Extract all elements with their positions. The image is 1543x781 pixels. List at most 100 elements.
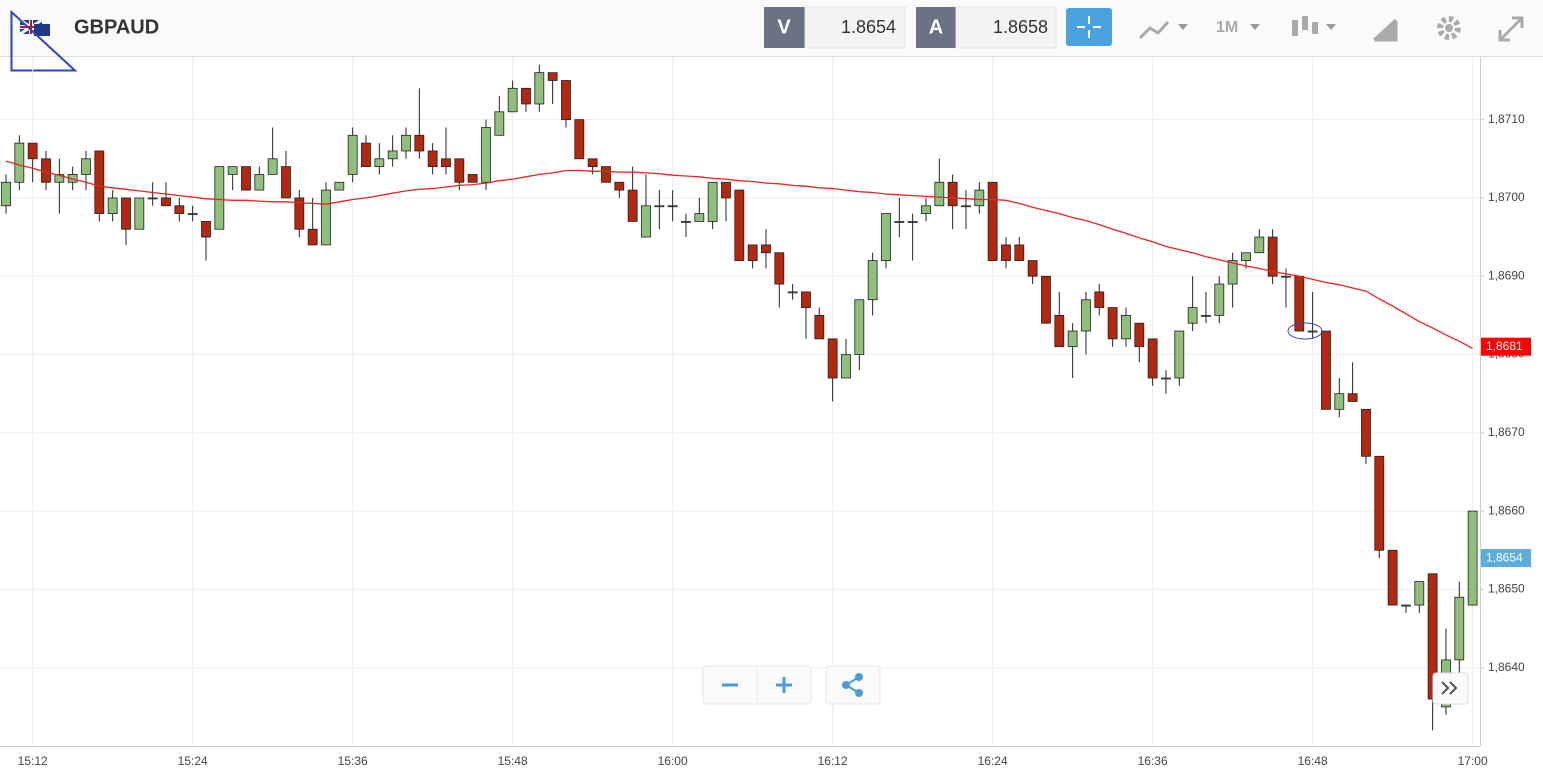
- candle-body: [947, 181, 958, 207]
- candle-body: [1121, 314, 1131, 340]
- candle-body: [707, 181, 718, 222]
- price-tag-label: 1,8681: [1486, 339, 1523, 353]
- x-tick-label: 16:24: [978, 754, 1008, 768]
- x-tick-label: 16:12: [818, 754, 848, 768]
- candle-body: [1014, 244, 1025, 261]
- candle-body: [1174, 330, 1185, 379]
- zoom-in[interactable]: [776, 677, 792, 693]
- candle-body: [467, 174, 478, 183]
- candle-body: [481, 127, 491, 183]
- candle-body: [1387, 549, 1398, 606]
- candle-body: [547, 72, 558, 81]
- settings-icon[interactable]: [1437, 16, 1461, 40]
- symbol: GBPAUD: [74, 16, 159, 38]
- candle-body: [987, 181, 998, 261]
- draw-icon[interactable]: [1372, 18, 1398, 42]
- candle-body: [747, 244, 758, 261]
- candle-body: [1281, 275, 1291, 278]
- moving-average: [5, 160, 1473, 349]
- chart-type-icon[interactable]: [1138, 20, 1170, 40]
- interval[interactable]: 1M: [1216, 19, 1238, 36]
- candle-body: [321, 189, 331, 246]
- candle-body: [281, 166, 291, 199]
- candle-body: [134, 197, 145, 230]
- candle-body: [294, 197, 305, 230]
- candle-body: [147, 197, 158, 200]
- candle-body: [1347, 393, 1358, 402]
- candle-body: [441, 158, 451, 168]
- candle-body: [414, 134, 425, 152]
- drawing-triangle: [10, 9, 78, 72]
- candle-body: [27, 142, 38, 160]
- candle-body: [761, 244, 771, 254]
- candle-body: [641, 205, 651, 238]
- candle-body: [401, 134, 411, 152]
- candle-body: [1334, 393, 1345, 410]
- dropdown-arrow: [1250, 24, 1260, 30]
- crosshair-icon: [1077, 16, 1101, 38]
- candle-body: [574, 119, 585, 160]
- y-tick-label: 1,8660: [1488, 503, 1525, 517]
- bid-price: 1.8654: [841, 17, 896, 37]
- candle-body: [1401, 604, 1411, 607]
- scroll-right-button[interactable]: [1432, 672, 1469, 705]
- crosshair-button[interactable]: [1066, 8, 1112, 46]
- candle-body: [361, 142, 371, 168]
- candle-body: [214, 166, 225, 230]
- candle-body: [1214, 283, 1225, 316]
- candle-body: [921, 205, 931, 214]
- candle-body: [374, 158, 385, 168]
- candle-body: [187, 213, 198, 215]
- candle-body: [1001, 244, 1011, 261]
- candle-body: [161, 197, 171, 207]
- x-tick-label: 17:00: [1458, 754, 1488, 768]
- candle-body: [1107, 307, 1118, 340]
- ask-price: 1.8658: [993, 17, 1048, 37]
- candle-body: [881, 213, 891, 261]
- candle-body: [454, 158, 465, 183]
- settings-icon-center: [1445, 24, 1453, 32]
- ask-badge: [916, 7, 956, 48]
- candle-body: [387, 150, 398, 160]
- candle-body: [601, 166, 611, 183]
- candle-body: [694, 213, 705, 222]
- candle-body: [667, 205, 678, 208]
- candle-body: [1374, 455, 1385, 551]
- candle-body: [787, 291, 798, 294]
- bid-box: [804, 6, 906, 49]
- x-tick-label: 15:48: [498, 754, 528, 768]
- candle-body: [347, 134, 358, 175]
- candle-body: [894, 221, 905, 223]
- candle-body: [561, 80, 571, 121]
- candle-body: [121, 197, 131, 230]
- share-icon: [842, 673, 863, 697]
- candle-body: [1321, 330, 1331, 410]
- candle-body: [1147, 338, 1158, 379]
- x-tick-label: 16:00: [658, 754, 688, 768]
- candle-body: [1241, 252, 1251, 261]
- candle-body: [1414, 581, 1425, 606]
- x-tick-label: 16:48: [1298, 754, 1328, 768]
- candle-body: [1267, 236, 1278, 277]
- candle-body: [1307, 330, 1318, 333]
- fullscreen-icon[interactable]: [1498, 16, 1524, 42]
- candle-body: [654, 205, 665, 208]
- price-tag: [1481, 549, 1531, 568]
- candle-body: [974, 189, 985, 207]
- candle-body: [934, 181, 945, 207]
- scroll-right-icon: [1441, 681, 1458, 695]
- candle-body: [14, 142, 25, 183]
- candle-body: [827, 338, 838, 379]
- candle-body: [1054, 314, 1065, 348]
- candle-body: [307, 228, 318, 246]
- share-button[interactable]: [825, 665, 881, 705]
- candle-icon[interactable]: [1292, 16, 1318, 36]
- candle-body: [494, 111, 505, 136]
- candle-body: [1227, 260, 1238, 285]
- y-tick-label: 1,8710: [1488, 112, 1525, 126]
- candle-body: [227, 166, 238, 175]
- candle-body: [1094, 291, 1105, 308]
- x-tick-label: 16:36: [1138, 754, 1168, 768]
- candle-body: [854, 299, 865, 355]
